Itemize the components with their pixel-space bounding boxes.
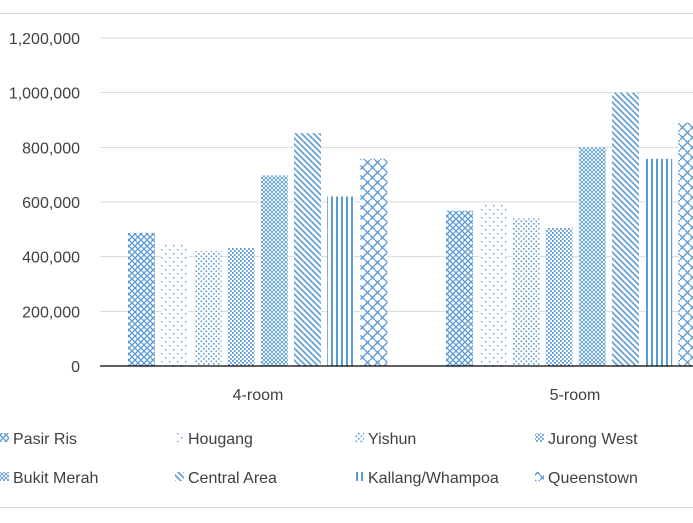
legend-swatch (175, 433, 184, 442)
legend-label: Queenstown (548, 470, 638, 487)
y-axis-tick-labels: 0 200,000 400,000 600,000 800,000 1,000,000 1,… (9, 31, 80, 376)
legend-label: Jurong West (548, 431, 638, 448)
y-tick-label: 800,000 (22, 140, 80, 157)
y-tick-label: 1,200,000 (9, 31, 80, 48)
legend-label: Central Area (188, 470, 277, 487)
bar-hougang-4-room (161, 243, 189, 366)
legend-label: Yishun (368, 431, 416, 448)
bar-pasir-ris-4-room (128, 232, 155, 366)
x-axis-category-labels: 4-room 5-room (233, 387, 601, 404)
bar-central-area-5-room (612, 92, 639, 367)
y-tick-label: 600,000 (22, 195, 80, 212)
legend-swatch (175, 472, 184, 481)
bar-central-area-4-room (294, 133, 321, 366)
bar-bukit-merah-4-room (260, 175, 288, 366)
legend-label: Hougang (188, 431, 253, 448)
bar-jurong-west-5-room (545, 227, 573, 366)
bar-bukit-merah-5-room (578, 147, 606, 366)
legend-swatch (355, 433, 364, 442)
bar-kallang-whampoa-5-room (645, 158, 673, 366)
bar-queenstown-5-room (678, 122, 693, 366)
bar-kallang-whampoa-4-room (327, 196, 355, 366)
bar-jurong-west-4-room (227, 247, 255, 366)
category-label: 4-room (233, 387, 284, 404)
bar-queenstown-4-room (360, 158, 388, 366)
legend-swatch (0, 433, 9, 442)
bar-yishun-4-room (194, 251, 222, 366)
y-tick-label: 1,000,000 (9, 86, 80, 103)
y-tick-label: 0 (71, 359, 80, 376)
legend-swatch (535, 433, 544, 442)
bar-yishun-5-room (512, 218, 540, 366)
y-tick-label: 400,000 (22, 250, 80, 267)
legend-label: Kallang/Whampoa (368, 470, 499, 487)
legend-label: Pasir Ris (13, 431, 77, 448)
legend-swatch (535, 472, 544, 481)
bar-hougang-5-room (479, 202, 507, 366)
bar-pasir-ris-5-room (446, 210, 473, 366)
legend-swatch (355, 472, 364, 481)
legend-swatch (0, 472, 9, 481)
legend-label: Bukit Merah (13, 470, 98, 487)
category-label: 5-room (550, 387, 601, 404)
y-tick-label: 200,000 (22, 304, 80, 321)
legend: Pasir Ris Hougang Yishun Jurong West Bukit M… (0, 431, 638, 487)
bars (128, 92, 693, 367)
